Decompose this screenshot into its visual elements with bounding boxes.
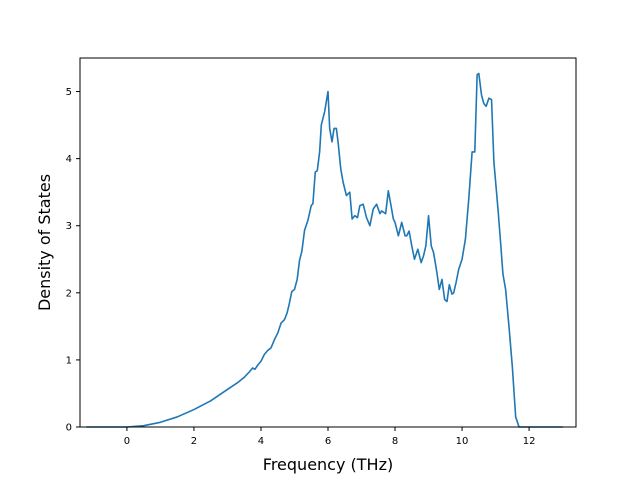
- x-axis-label: Frequency (THz): [263, 455, 393, 474]
- y-tick-label: 2: [66, 288, 72, 299]
- y-tick-label: 0: [66, 423, 72, 434]
- x-tick-label: 2: [191, 436, 197, 447]
- axes-frame: [79, 57, 577, 428]
- x-tick-label: 6: [325, 436, 331, 447]
- dos-series-line: [85, 72, 564, 428]
- x-tick-label: 8: [392, 436, 398, 447]
- plot-area: [85, 72, 564, 428]
- y-tick-label: 1: [66, 355, 72, 366]
- x-tick-label: 4: [258, 436, 264, 447]
- y-tick-label: 3: [66, 221, 72, 232]
- y-axis-label: Density of States: [35, 174, 54, 311]
- x-tick-label: 12: [523, 436, 536, 447]
- y-tick-label: 4: [66, 154, 72, 165]
- x-tick-label: 10: [456, 436, 469, 447]
- y-tick-label: 5: [66, 87, 72, 98]
- x-tick-label: 0: [124, 436, 130, 447]
